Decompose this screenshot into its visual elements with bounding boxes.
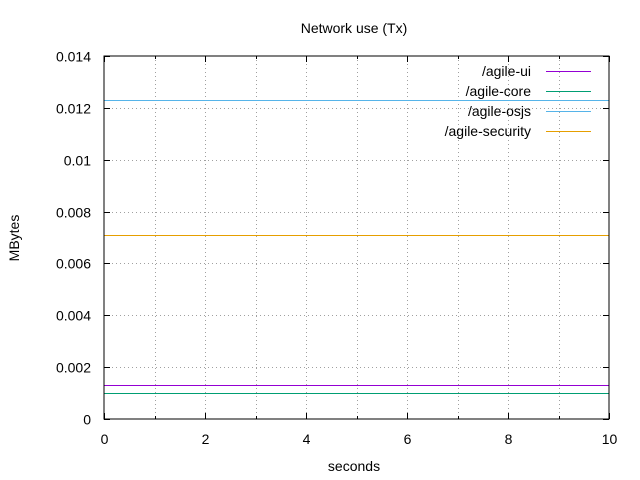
legend-label: /agile-security xyxy=(445,123,531,139)
ticks: 0 2 4 6 8 10 0 0.002 0.004 0.006 0.008 0.01 0.012 0.0… xyxy=(56,49,618,448)
chart-title: Network use (Tx) xyxy=(301,20,408,36)
y-tick-label: 0.014 xyxy=(56,49,91,65)
x-tick-label: 2 xyxy=(202,431,210,447)
legend-label: /agile-ui xyxy=(482,63,531,79)
y-tick-label: 0.008 xyxy=(56,205,91,221)
y-tick-label: 0.004 xyxy=(56,308,91,324)
x-tick-label: 0 xyxy=(101,431,109,447)
x-tick-label: 10 xyxy=(602,431,618,447)
y-tick-label: 0.01 xyxy=(64,153,91,169)
x-axis-label: seconds xyxy=(328,458,380,474)
plot-border xyxy=(103,55,610,420)
y-tick-label: 0.002 xyxy=(56,360,91,376)
legend-label: /agile-core xyxy=(466,83,532,99)
x-tick-label: 6 xyxy=(404,431,412,447)
y-tick-label: 0.006 xyxy=(56,256,91,272)
legend-label: /agile-osjs xyxy=(468,103,531,119)
grid xyxy=(104,56,609,419)
x-tick-label: 4 xyxy=(303,431,311,447)
y-tick-label: 0.012 xyxy=(56,101,91,117)
y-axis-label: MBytes xyxy=(6,215,22,262)
series-lines xyxy=(104,100,609,394)
x-tick-label: 8 xyxy=(505,431,513,447)
y-tick-label: 0 xyxy=(83,412,91,428)
legend: /agile-ui/agile-core/agile-osjs/agile-se… xyxy=(445,63,591,139)
